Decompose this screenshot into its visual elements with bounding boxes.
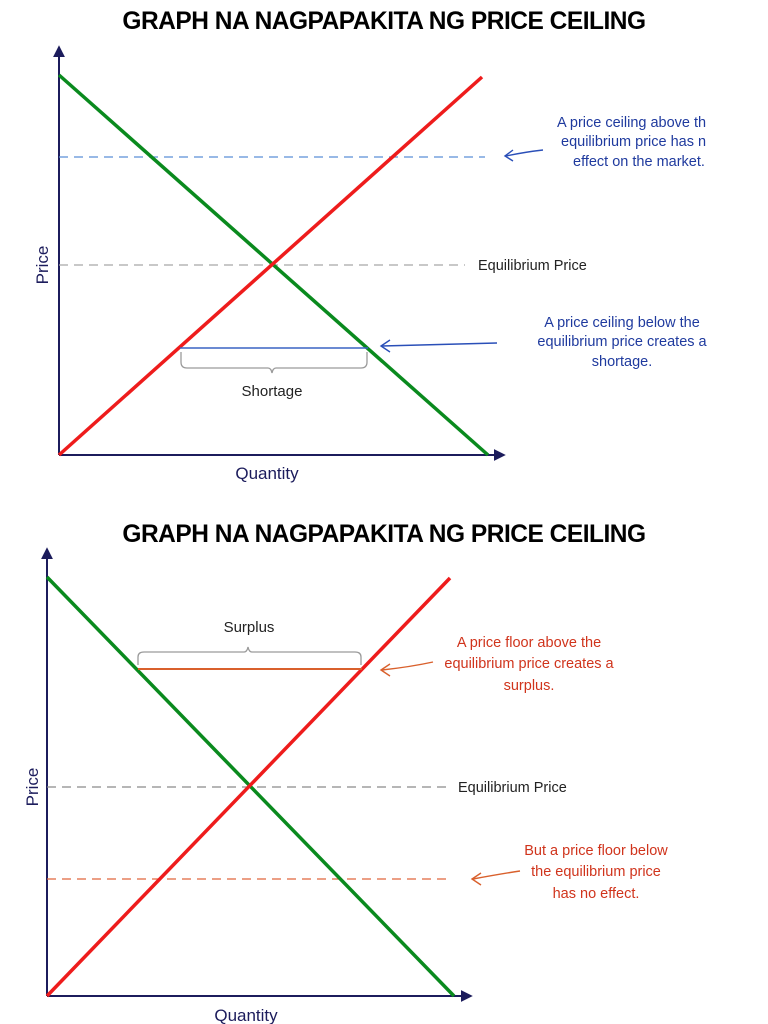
supply-curve [45,576,452,998]
svg-text:has no effect.: has no effect. [553,886,640,902]
annotation-ceiling-above: A price ceiling above th equilibrium pri… [557,115,706,170]
arrow-icon [379,661,434,677]
chart-1: Shortage Price Quantity Equilibrium Pric… [33,45,708,483]
annotation-floor-below: But a price floor below the equilibrium … [524,843,668,902]
supply-curve [57,75,484,457]
svg-text:surplus.: surplus. [504,678,555,694]
x-axis-label: Quantity [235,464,299,483]
svg-text:A price floor above the: A price floor above the [457,635,601,651]
svg-text:A price ceiling above th: A price ceiling above th [557,115,706,131]
annotation-floor-above: A price floor above the equilibrium pric… [444,635,614,694]
y-axis-label: Price [23,768,42,807]
shortage-brace [180,352,368,374]
arrow-icon [470,870,521,886]
equilibrium-label: Equilibrium Price [478,258,587,274]
svg-text:equilibrium price has n: equilibrium price has n [561,134,706,150]
svg-text:equilibrium price creates a: equilibrium price creates a [444,656,614,672]
chart-1-title: GRAPH NA NAGPAPAKITA NG PRICE CEILING [122,7,646,35]
shortage-label: Shortage [242,383,303,400]
chart-2-title: GRAPH NA NAGPAPAKITA NG PRICE CEILING [122,520,646,548]
svg-text:shortage.: shortage. [592,354,652,370]
svg-text:effect on the market.: effect on the market. [573,154,705,170]
svg-text:But a price floor below: But a price floor below [524,843,668,859]
svg-text:the equilibrium price: the equilibrium price [531,864,661,880]
svg-text:A price ceiling below the: A price ceiling below the [544,315,700,331]
x-axis-label: Quantity [214,1006,278,1024]
arrow-icon [379,339,498,353]
equilibrium-label: Equilibrium Price [458,780,567,796]
annotation-ceiling-below: A price ceiling below the equilibrium pr… [537,315,707,370]
chart-2: Surplus Price Quantity Equilibrium Price… [23,547,668,1024]
svg-text:equilibrium price creates a: equilibrium price creates a [537,334,707,350]
surplus-label: Surplus [224,619,275,636]
surplus-brace [137,646,362,665]
arrow-icon [503,149,544,162]
y-axis-label: Price [33,246,52,285]
